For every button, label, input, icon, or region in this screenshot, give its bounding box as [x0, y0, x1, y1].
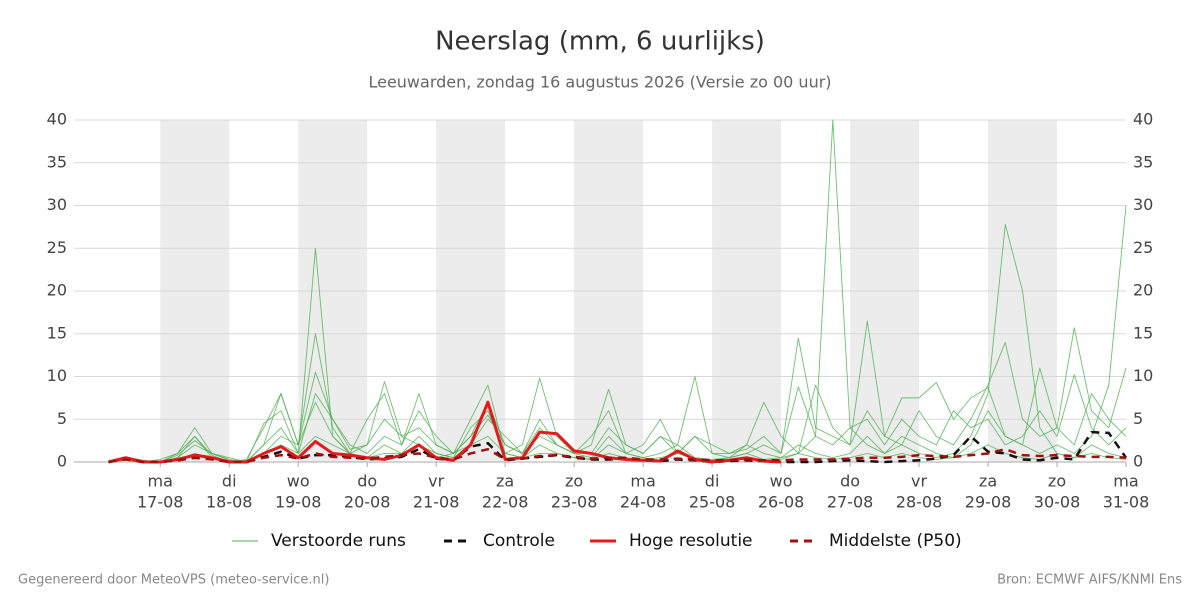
ensemble-line: [108, 320, 1127, 463]
chart-title: Neerslag (mm, 6 uurlijks): [435, 27, 765, 57]
x-tick-label: zo: [1048, 472, 1066, 491]
y-tick-label: 0: [57, 452, 67, 471]
y2-tick-label: 20: [1133, 281, 1153, 300]
y-tick-label: 20: [47, 281, 67, 300]
y2-tick-label: 35: [1133, 152, 1153, 171]
x-tick-date: 21-08: [413, 493, 460, 512]
x-tick-label: zo: [565, 472, 583, 491]
legend-label: Middelste (P50): [829, 531, 962, 551]
legend-label: Hoge resolutie: [629, 531, 753, 551]
series-line: [108, 447, 1127, 464]
ensemble-line: [108, 367, 1127, 463]
x-tick-date: 29-08: [965, 493, 1012, 512]
y-tick-label: 30: [47, 195, 67, 214]
y2-tick-label: 0: [1133, 452, 1143, 471]
y-tick-label: 10: [47, 366, 67, 385]
x-tick-label: vr: [911, 472, 927, 491]
x-tick-date: 23-08: [551, 493, 598, 512]
x-tick-label: za: [496, 472, 514, 491]
y2-tick-label: 15: [1133, 323, 1153, 342]
y-tick-label: 35: [47, 152, 67, 171]
x-tick-label: ma: [1113, 472, 1138, 491]
x-tick-date: 17-08: [137, 493, 184, 512]
legend-label: Verstoorde runs: [271, 531, 406, 551]
x-tick-date: 19-08: [275, 493, 322, 512]
x-tick-label: za: [979, 472, 997, 491]
x-tick-label: do: [840, 472, 860, 491]
x-tick-label: ma: [148, 472, 173, 491]
y-tick-label: 15: [47, 323, 67, 342]
x-tick-label: do: [357, 472, 377, 491]
x-tick-label: vr: [428, 472, 444, 491]
x-tick-date: 27-08: [827, 493, 874, 512]
chart-subtitle: Leeuwarden, zondag 16 augustus 2026 (Ver…: [368, 73, 831, 92]
x-tick-label: di: [222, 472, 237, 491]
y2-tick-label: 40: [1133, 110, 1153, 129]
y2-tick-label: 30: [1133, 195, 1153, 214]
y2-tick-label: 5: [1133, 409, 1143, 428]
x-tick-label: ma: [630, 472, 655, 491]
ensemble-line: [108, 374, 1127, 463]
x-tick-label: wo: [287, 472, 310, 491]
x-tick-date: 28-08: [896, 493, 943, 512]
x-tick-date: 18-08: [206, 493, 253, 512]
x-tick-date: 22-08: [482, 493, 529, 512]
x-tick-date: 24-08: [620, 493, 667, 512]
footer-left: Gegenereerd door MeteoVPS (meteo-service…: [18, 573, 329, 588]
y-tick-label: 25: [47, 238, 67, 257]
x-tick-date: 20-08: [344, 493, 391, 512]
x-tick-date: 31-08: [1103, 493, 1150, 512]
y2-tick-label: 10: [1133, 366, 1153, 385]
legend-label: Controle: [483, 531, 555, 551]
x-tick-label: di: [705, 472, 720, 491]
footer-right: Bron: ECMWF AIFS/KNMI Ens: [997, 573, 1182, 588]
y-tick-label: 40: [47, 110, 67, 129]
series-line: [108, 430, 1128, 464]
x-tick-date: 26-08: [758, 493, 805, 512]
x-tick-label: wo: [770, 472, 793, 491]
y2-tick-label: 25: [1133, 238, 1153, 257]
x-tick-date: 25-08: [689, 493, 736, 512]
x-tick-date: 30-08: [1034, 493, 1081, 512]
y-tick-label: 5: [57, 409, 67, 428]
